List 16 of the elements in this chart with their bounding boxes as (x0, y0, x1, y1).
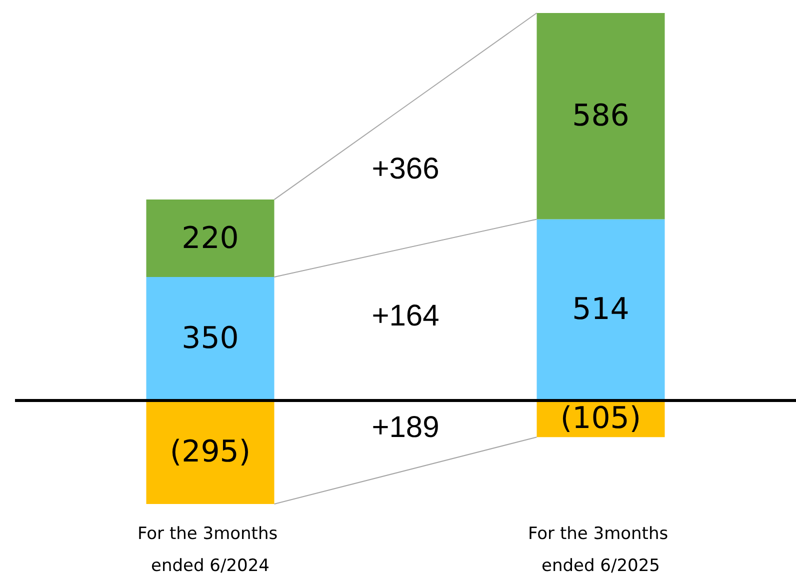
data-label: (295) (170, 434, 251, 470)
annotation: +164 (372, 300, 440, 333)
bar (146, 200, 274, 277)
x-tick-label: For the 3months ended 6/2025 (528, 524, 674, 576)
data-label: 220 (182, 220, 239, 256)
data-label: 350 (182, 321, 239, 356)
bar (536, 219, 665, 400)
data-label: 586 (572, 98, 630, 134)
data-label: 514 (572, 292, 630, 328)
bar (146, 276, 274, 400)
bar (536, 13, 665, 220)
data-label: (105) (560, 401, 642, 436)
x-tick-label: For the 3months ended 6/2024 (137, 524, 284, 576)
annotation: +189 (372, 410, 440, 444)
annotation: +366 (372, 152, 440, 186)
bar (146, 400, 274, 504)
